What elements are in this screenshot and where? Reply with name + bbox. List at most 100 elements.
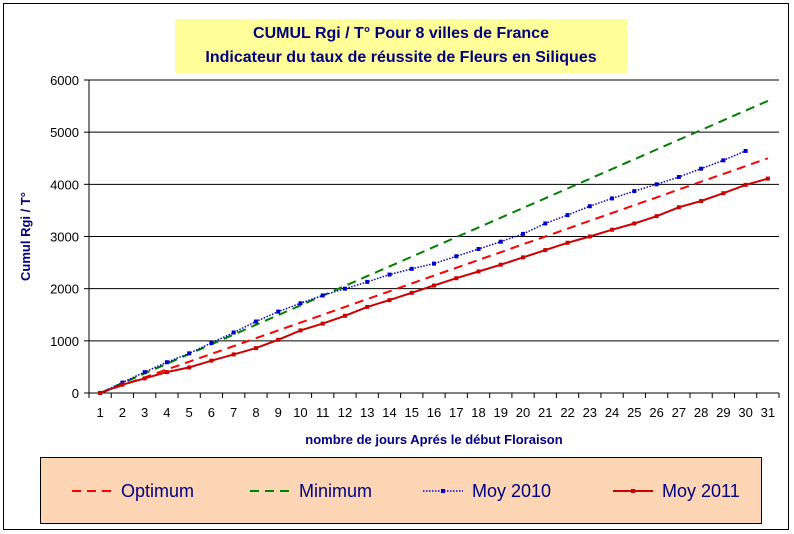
data-point-series-4 — [164, 370, 169, 375]
data-point-series-3 — [654, 182, 659, 187]
data-point-series-3 — [276, 309, 281, 314]
y-tick-label: 0 — [72, 386, 79, 401]
x-tick-label: 1 — [97, 405, 104, 420]
y-tick-label: 3000 — [50, 230, 79, 245]
x-tick-label: 3 — [141, 405, 148, 420]
series-line-1 — [99, 157, 769, 394]
legend-swatch — [613, 489, 653, 493]
data-point-series-3 — [721, 158, 726, 163]
x-tick-label: 16 — [427, 405, 441, 420]
legend-swatch — [72, 490, 112, 492]
x-tick-label: 7 — [230, 405, 237, 420]
x-tick-label: 17 — [449, 405, 463, 420]
x-tick-label: 29 — [716, 405, 730, 420]
x-tick-label: 31 — [761, 405, 775, 420]
data-point-series-4 — [676, 205, 681, 210]
data-point-series-3 — [387, 272, 392, 277]
x-tick-label: 27 — [672, 405, 686, 420]
data-point-series-4 — [320, 321, 325, 326]
x-tick-label: 13 — [360, 405, 374, 420]
data-point-series-3 — [320, 293, 325, 298]
series-line-2 — [99, 99, 769, 394]
data-point-series-3 — [164, 360, 169, 365]
data-point-series-4 — [187, 365, 192, 370]
data-point-series-4 — [387, 298, 392, 303]
data-point-series-4 — [253, 346, 258, 351]
data-point-series-4 — [632, 221, 637, 226]
x-axis-title: nombre de jours Aprés le début Floraison — [305, 432, 562, 447]
x-tick-label: 24 — [605, 405, 619, 420]
x-tick-label: 8 — [252, 405, 259, 420]
data-point-series-4 — [120, 382, 125, 387]
series-line-3 — [99, 150, 746, 394]
data-point-series-3 — [342, 286, 347, 291]
data-point-series-4 — [543, 248, 548, 253]
chart-title: CUMUL Rgi / T° Pour 8 villes de France — [253, 25, 549, 42]
data-point-series-4 — [209, 358, 214, 363]
data-point-series-4 — [587, 234, 592, 239]
x-tick-label: 26 — [649, 405, 663, 420]
data-point-series-3 — [498, 239, 503, 244]
data-point-series-3 — [454, 254, 459, 259]
data-point-series-4 — [765, 176, 770, 181]
x-tick-label: 22 — [560, 405, 574, 420]
data-point-series-3 — [432, 261, 436, 266]
data-point-series-3 — [409, 266, 414, 271]
data-point-series-4 — [98, 391, 103, 395]
data-point-series-3 — [142, 370, 147, 375]
data-point-series-4 — [654, 214, 659, 219]
x-tick-label: 21 — [538, 405, 552, 420]
data-point-series-4 — [409, 290, 414, 295]
x-tick-label: 12 — [338, 405, 352, 420]
data-point-series-4 — [699, 199, 704, 204]
chart-legend: Optimum Minimum Moy 2010 Moy 2011 — [40, 457, 762, 524]
chart-subtitle: Indicateur du taux de réussite de Fleurs… — [205, 49, 597, 66]
x-tick-label: 15 — [405, 405, 419, 420]
x-tick-label: 25 — [627, 405, 641, 420]
x-tick-label: 10 — [293, 405, 307, 420]
data-point-series-4 — [610, 227, 615, 232]
legend-label: Optimum — [121, 481, 195, 501]
data-point-series-4 — [432, 283, 436, 288]
data-point-series-3 — [610, 196, 615, 201]
legend-swatch-marker — [441, 489, 445, 493]
data-point-series-4 — [142, 376, 147, 381]
legend-label: Moy 2011 — [662, 481, 740, 501]
y-tick-label: 5000 — [50, 125, 79, 140]
data-point-series-4 — [476, 269, 481, 274]
x-tick-label: 28 — [694, 405, 708, 420]
data-point-series-3 — [253, 319, 258, 324]
data-point-series-4 — [231, 352, 236, 357]
x-tick-label: 14 — [382, 405, 396, 420]
data-point-series-3 — [298, 301, 303, 306]
data-point-series-3 — [543, 221, 548, 226]
x-tick-label: 2 — [119, 405, 126, 420]
x-tick-label: 18 — [471, 405, 485, 420]
data-point-series-4 — [365, 304, 370, 309]
data-point-series-3 — [587, 204, 592, 209]
data-point-series-4 — [521, 255, 526, 260]
x-tick-label: 30 — [738, 405, 752, 420]
chart-frame: 0 1000 2000 3000 4000 5000 6000 1 2 3 4 5 6 7 8 9 10 11 12… — [3, 3, 789, 530]
x-tick-label: 5 — [186, 405, 193, 420]
legend-swatch — [423, 489, 463, 493]
data-point-series-4 — [565, 240, 570, 245]
data-point-series-3 — [743, 148, 748, 153]
data-point-series-3 — [209, 340, 214, 345]
x-tick-label: 4 — [163, 405, 170, 420]
x-tick-label: 6 — [208, 405, 215, 420]
y-tick-label: 2000 — [50, 282, 79, 297]
legend-swatch-marker — [631, 489, 635, 493]
y-axis-title: Cumul Rgi / T° — [18, 192, 33, 281]
chart-title-box: CUMUL Rgi / T° Pour 8 villes de France I… — [175, 19, 627, 73]
data-point-series-4 — [298, 328, 303, 333]
data-point-series-4 — [498, 262, 503, 267]
data-point-series-3 — [120, 380, 125, 385]
data-point-series-4 — [276, 337, 281, 342]
data-point-series-3 — [187, 351, 192, 356]
data-point-series-3 — [676, 175, 681, 180]
data-point-series-3 — [699, 166, 704, 171]
x-tick-label: 9 — [275, 405, 282, 420]
legend-swatch — [250, 490, 290, 492]
